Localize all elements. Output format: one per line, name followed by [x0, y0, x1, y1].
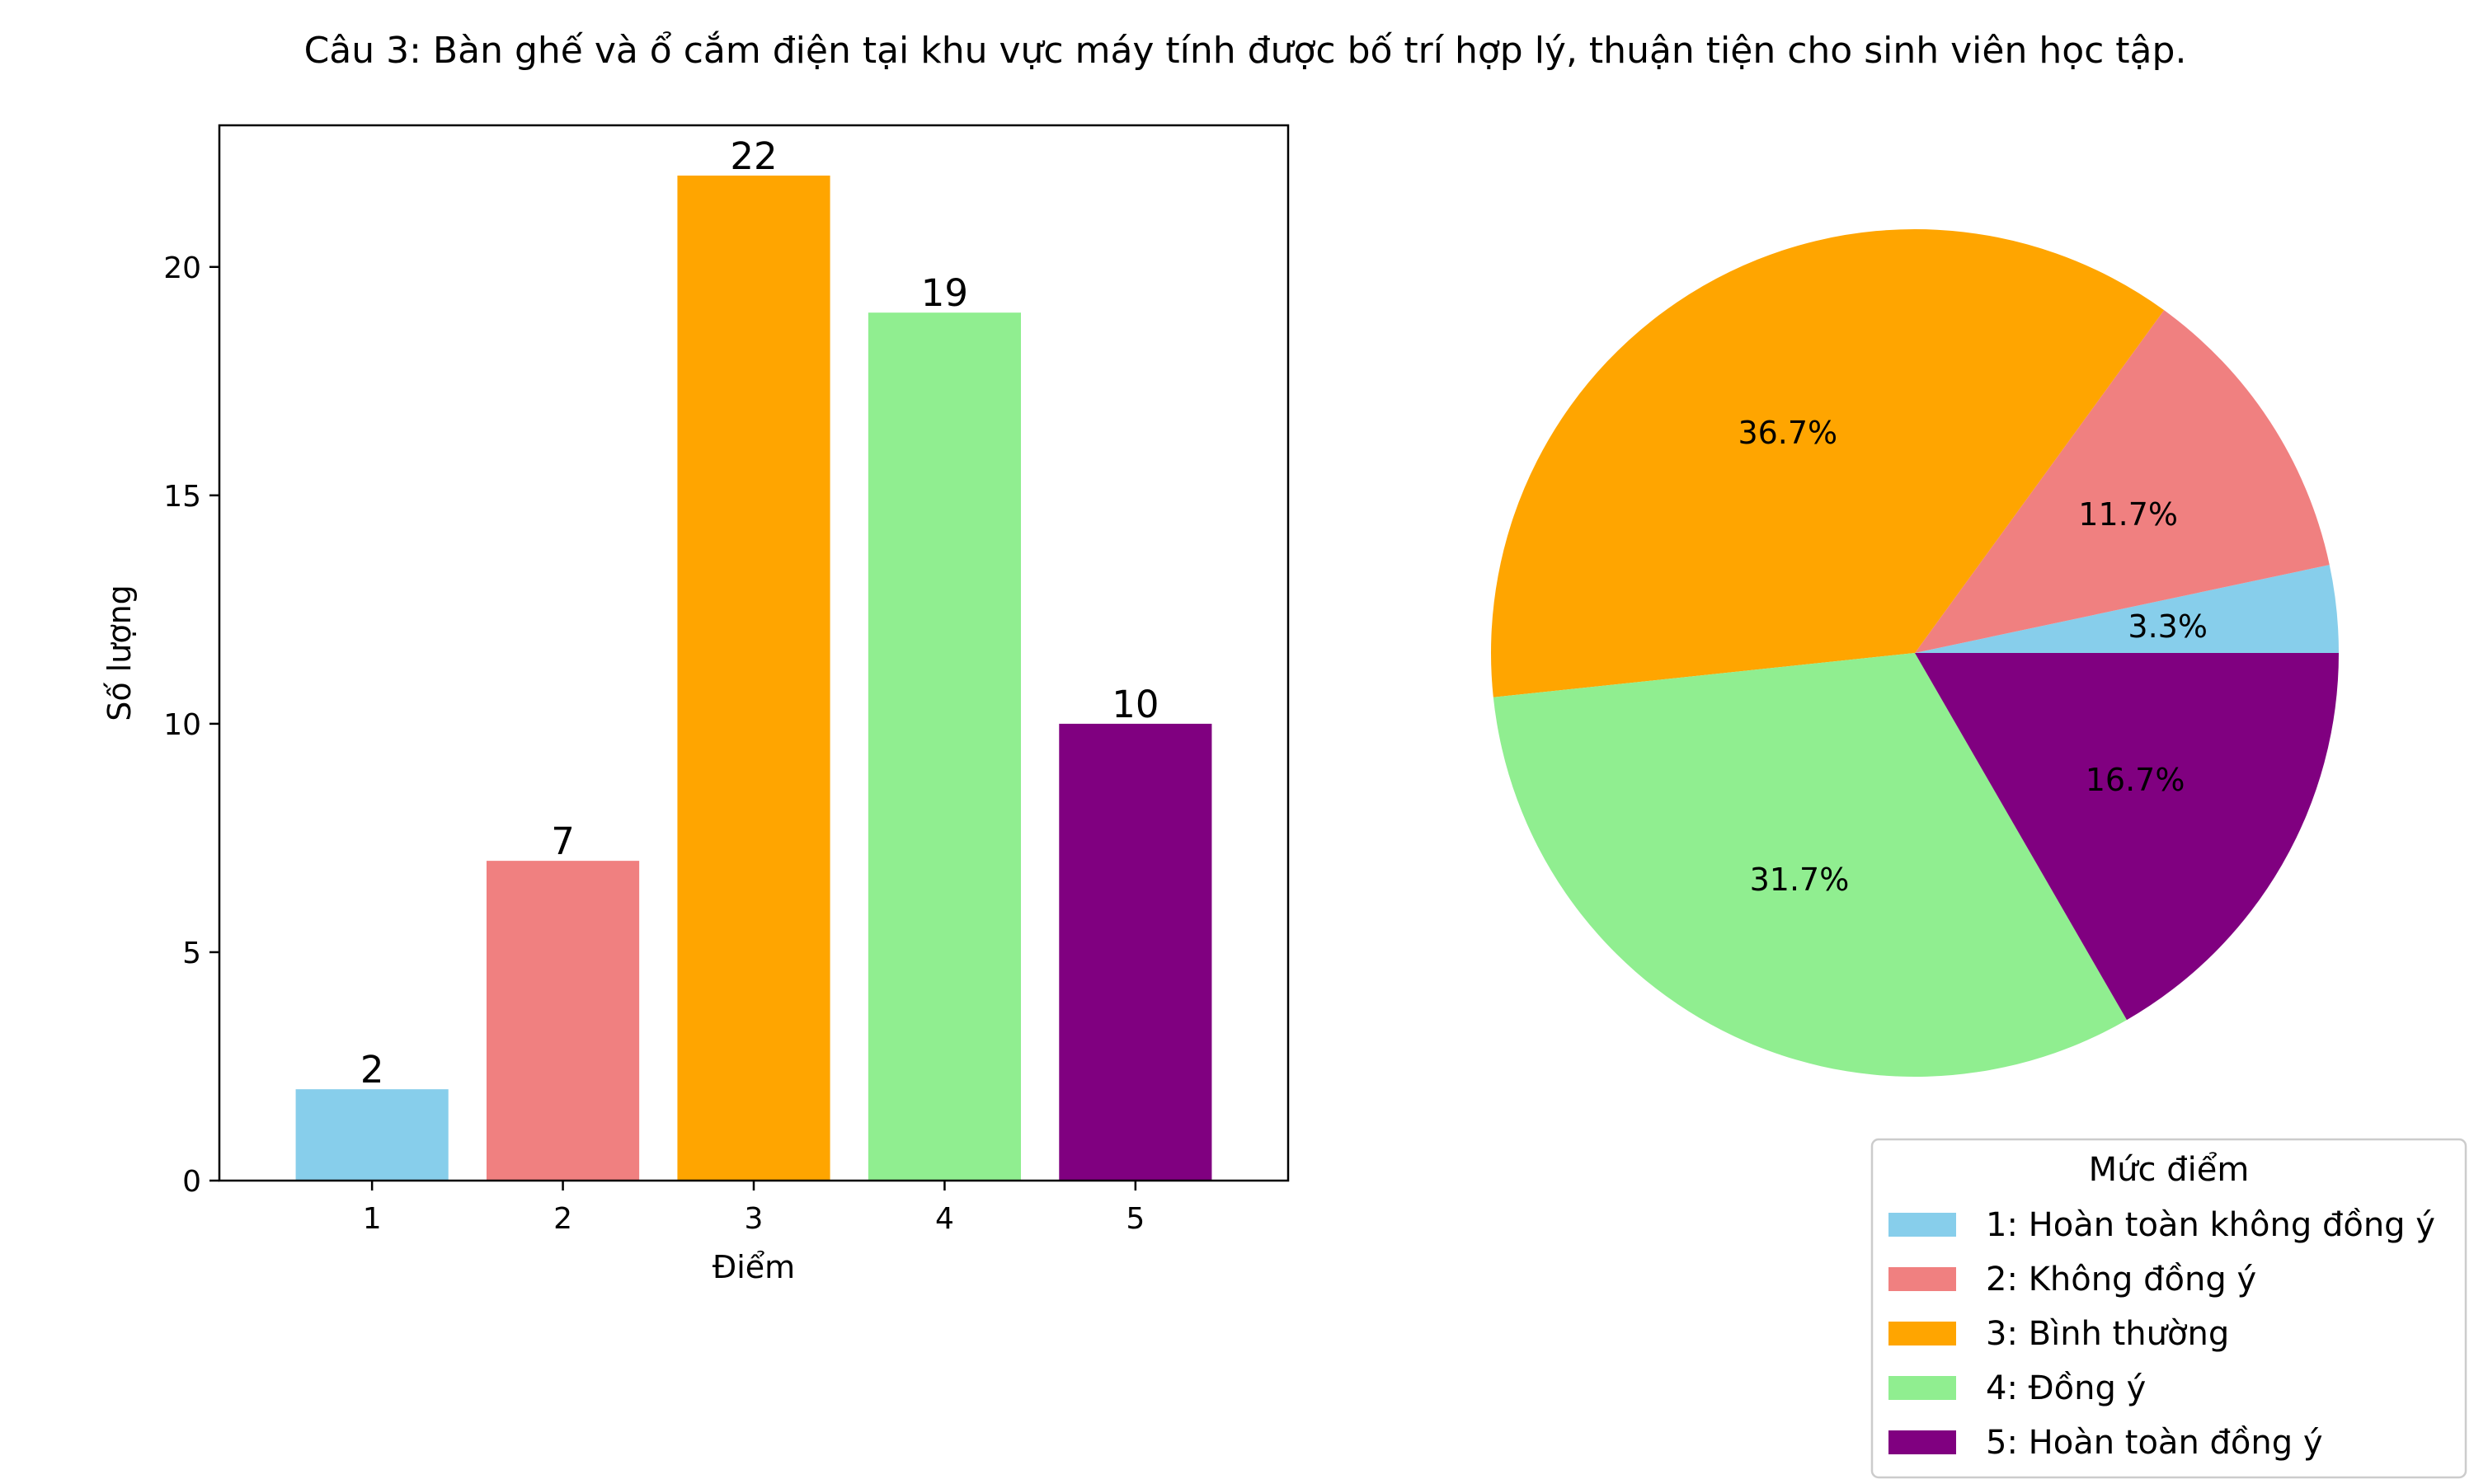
bar-4: [868, 312, 1021, 1181]
bar-value-label: 2: [360, 1048, 384, 1092]
y-tick-label: 5: [182, 937, 201, 970]
y-axis-label: Số lượng: [101, 585, 138, 721]
bar-value-label: 7: [551, 819, 575, 863]
y-tick-label: 10: [163, 708, 201, 742]
legend: Mức điểm 1: Hoàn toàn không đồng ý 2: Khô…: [1870, 1138, 2467, 1479]
x-tick-label: 4: [935, 1202, 954, 1236]
x-tick-label: 1: [363, 1202, 382, 1236]
legend-entry-label: 5: Hoàn toàn đồng ý: [1986, 1424, 2323, 1462]
bar-chart: 2 7 22 19 10 1 2 3 4 5 0 5 10 15 20 Điểm Số lượng: [101, 124, 1290, 1285]
bar-value-label: 22: [730, 134, 777, 178]
legend-entry-label: 1: Hoàn toàn không đồng ý: [1986, 1206, 2435, 1244]
legend-swatch: [1888, 1213, 1956, 1237]
pie-chart: 3.3% 11.7% 36.7% 31.7% 16.7%: [1491, 229, 2339, 1077]
pie-slice-3: [1491, 229, 2165, 697]
legend-swatch: [1888, 1376, 1956, 1400]
y-tick-label: 15: [163, 480, 201, 514]
legend-entry-label: 4: Đồng ý: [1986, 1369, 2146, 1407]
x-tick-label: 2: [553, 1202, 572, 1236]
pie-percent-label: 16.7%: [2086, 762, 2185, 798]
legend-entry-label: 2: Không đồng ý: [1986, 1261, 2256, 1298]
bar-5: [1059, 723, 1212, 1181]
pie-percent-label: 3.3%: [2128, 608, 2208, 645]
bar-2: [487, 861, 640, 1181]
pie-slice-2: [1915, 310, 2330, 653]
legend-entry-label: 3: Bình thường: [1986, 1315, 2229, 1353]
bar-value-label: 10: [1112, 683, 1159, 726]
legend-frame: [1870, 1138, 2467, 1479]
chart-title: Câu 3: Bàn ghế và ổ cắm điện tại khu vực…: [304, 30, 2187, 72]
pie-percent-label: 31.7%: [1750, 862, 1850, 898]
pie-slice-4: [1493, 653, 2127, 1077]
x-axis-label: Điểm: [713, 1249, 795, 1285]
x-tick-label: 5: [1126, 1202, 1145, 1236]
pie-slice-1: [1915, 565, 2339, 653]
x-tick-label: 3: [745, 1202, 764, 1236]
legend-title: Mức điểm: [2089, 1151, 2250, 1189]
legend-swatch: [1888, 1430, 1956, 1454]
y-tick-label: 20: [163, 251, 201, 285]
pie-percent-label: 11.7%: [2078, 496, 2178, 533]
bar-3: [677, 175, 830, 1181]
pie-percent-label: 36.7%: [1738, 415, 1837, 451]
y-tick-label: 0: [182, 1165, 201, 1199]
pie-slice-5: [1915, 653, 2339, 1021]
bar-1: [295, 1089, 449, 1181]
legend-swatch: [1888, 1322, 1956, 1345]
bar-value-label: 19: [921, 271, 968, 315]
legend-swatch: [1888, 1267, 1956, 1291]
